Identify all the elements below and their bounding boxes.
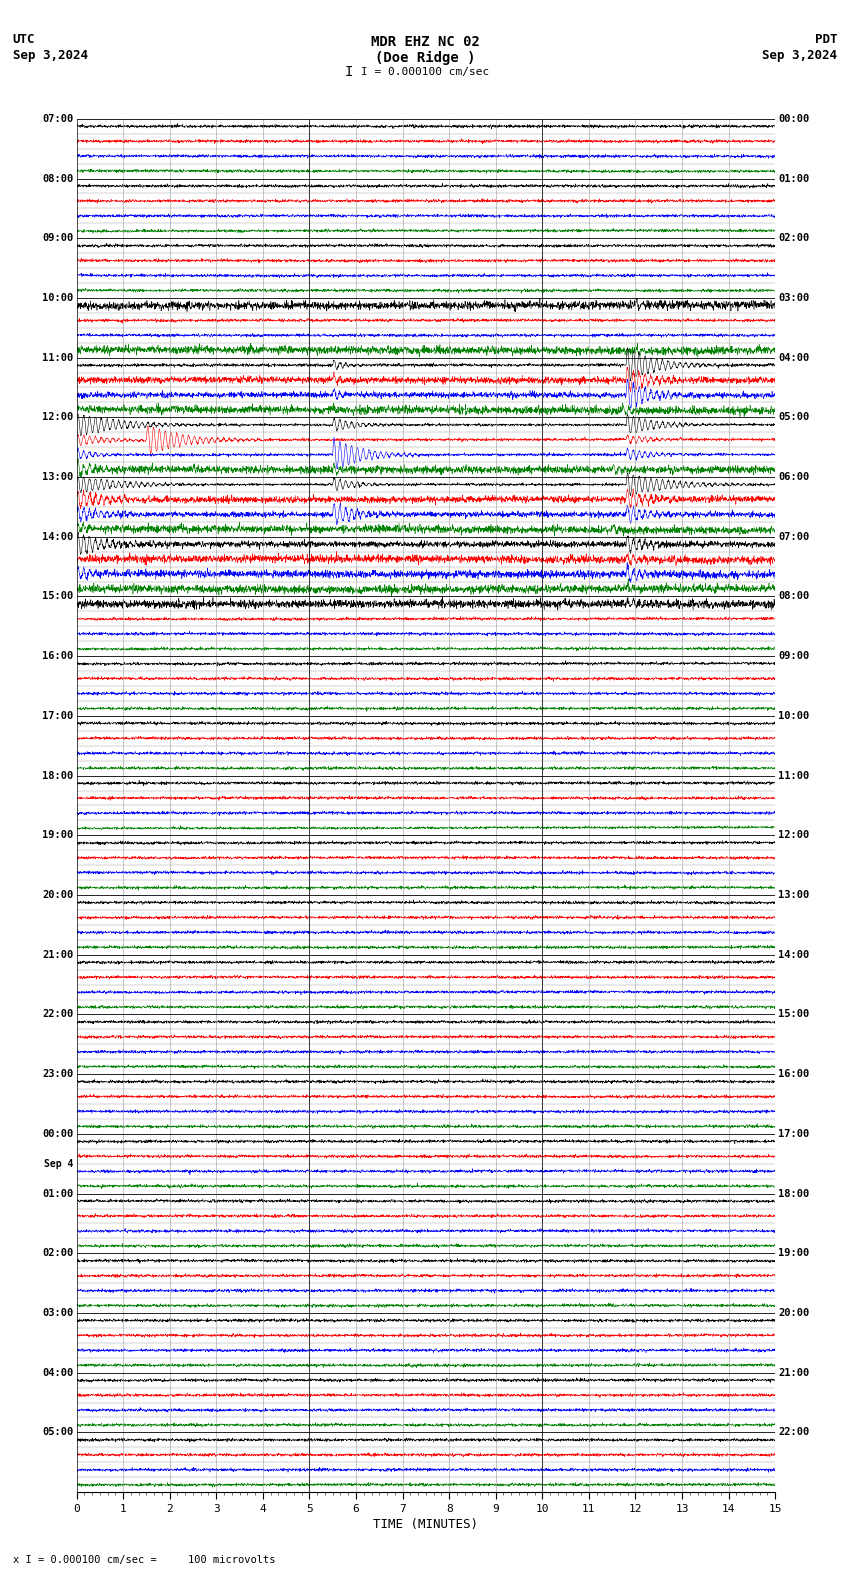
Text: 10:00: 10:00 [42,293,74,303]
Text: 00:00: 00:00 [42,1129,74,1139]
Text: Sep 3,2024: Sep 3,2024 [762,49,837,62]
Text: x I = 0.000100 cm/sec =     100 microvolts: x I = 0.000100 cm/sec = 100 microvolts [13,1555,275,1565]
Text: 18:00: 18:00 [42,770,74,781]
Text: 16:00: 16:00 [42,651,74,661]
Text: 08:00: 08:00 [42,174,74,184]
Text: 12:00: 12:00 [42,412,74,423]
Text: 22:00: 22:00 [778,1427,809,1437]
Text: UTC: UTC [13,33,35,46]
Text: 08:00: 08:00 [778,591,809,602]
Text: 16:00: 16:00 [778,1069,809,1079]
Text: 02:00: 02:00 [42,1248,74,1258]
Text: 07:00: 07:00 [778,532,809,542]
Text: 03:00: 03:00 [42,1308,74,1318]
Text: PDT: PDT [815,33,837,46]
Text: 11:00: 11:00 [42,353,74,363]
Text: 13:00: 13:00 [778,890,809,900]
Text: 09:00: 09:00 [42,233,74,244]
Text: 21:00: 21:00 [42,950,74,960]
Text: 14:00: 14:00 [42,532,74,542]
Text: 13:00: 13:00 [42,472,74,482]
Text: MDR EHZ NC 02: MDR EHZ NC 02 [371,35,479,49]
Text: Sep 3,2024: Sep 3,2024 [13,49,88,62]
Text: (Doe Ridge ): (Doe Ridge ) [375,51,475,65]
Text: I = 0.000100 cm/sec: I = 0.000100 cm/sec [361,67,489,76]
Text: 14:00: 14:00 [778,950,809,960]
Text: 17:00: 17:00 [42,711,74,721]
Text: 04:00: 04:00 [778,353,809,363]
Text: 05:00: 05:00 [42,1427,74,1437]
X-axis label: TIME (MINUTES): TIME (MINUTES) [373,1517,479,1532]
Text: 04:00: 04:00 [42,1367,74,1378]
Text: 11:00: 11:00 [778,770,809,781]
Text: I: I [344,65,353,79]
Text: 12:00: 12:00 [778,830,809,841]
Text: 03:00: 03:00 [778,293,809,303]
Text: 02:00: 02:00 [778,233,809,244]
Text: 00:00: 00:00 [778,114,809,124]
Text: 19:00: 19:00 [778,1248,809,1258]
Text: 15:00: 15:00 [778,1009,809,1020]
Text: 01:00: 01:00 [778,174,809,184]
Text: 06:00: 06:00 [778,472,809,482]
Text: Sep 4: Sep 4 [44,1159,74,1169]
Text: 23:00: 23:00 [42,1069,74,1079]
Text: 05:00: 05:00 [778,412,809,423]
Text: 10:00: 10:00 [778,711,809,721]
Text: 20:00: 20:00 [42,890,74,900]
Text: 22:00: 22:00 [42,1009,74,1020]
Text: 01:00: 01:00 [42,1188,74,1199]
Text: 21:00: 21:00 [778,1367,809,1378]
Text: 18:00: 18:00 [778,1188,809,1199]
Text: 09:00: 09:00 [778,651,809,661]
Text: 07:00: 07:00 [42,114,74,124]
Text: 20:00: 20:00 [778,1308,809,1318]
Text: 19:00: 19:00 [42,830,74,841]
Text: 17:00: 17:00 [778,1129,809,1139]
Text: 15:00: 15:00 [42,591,74,602]
